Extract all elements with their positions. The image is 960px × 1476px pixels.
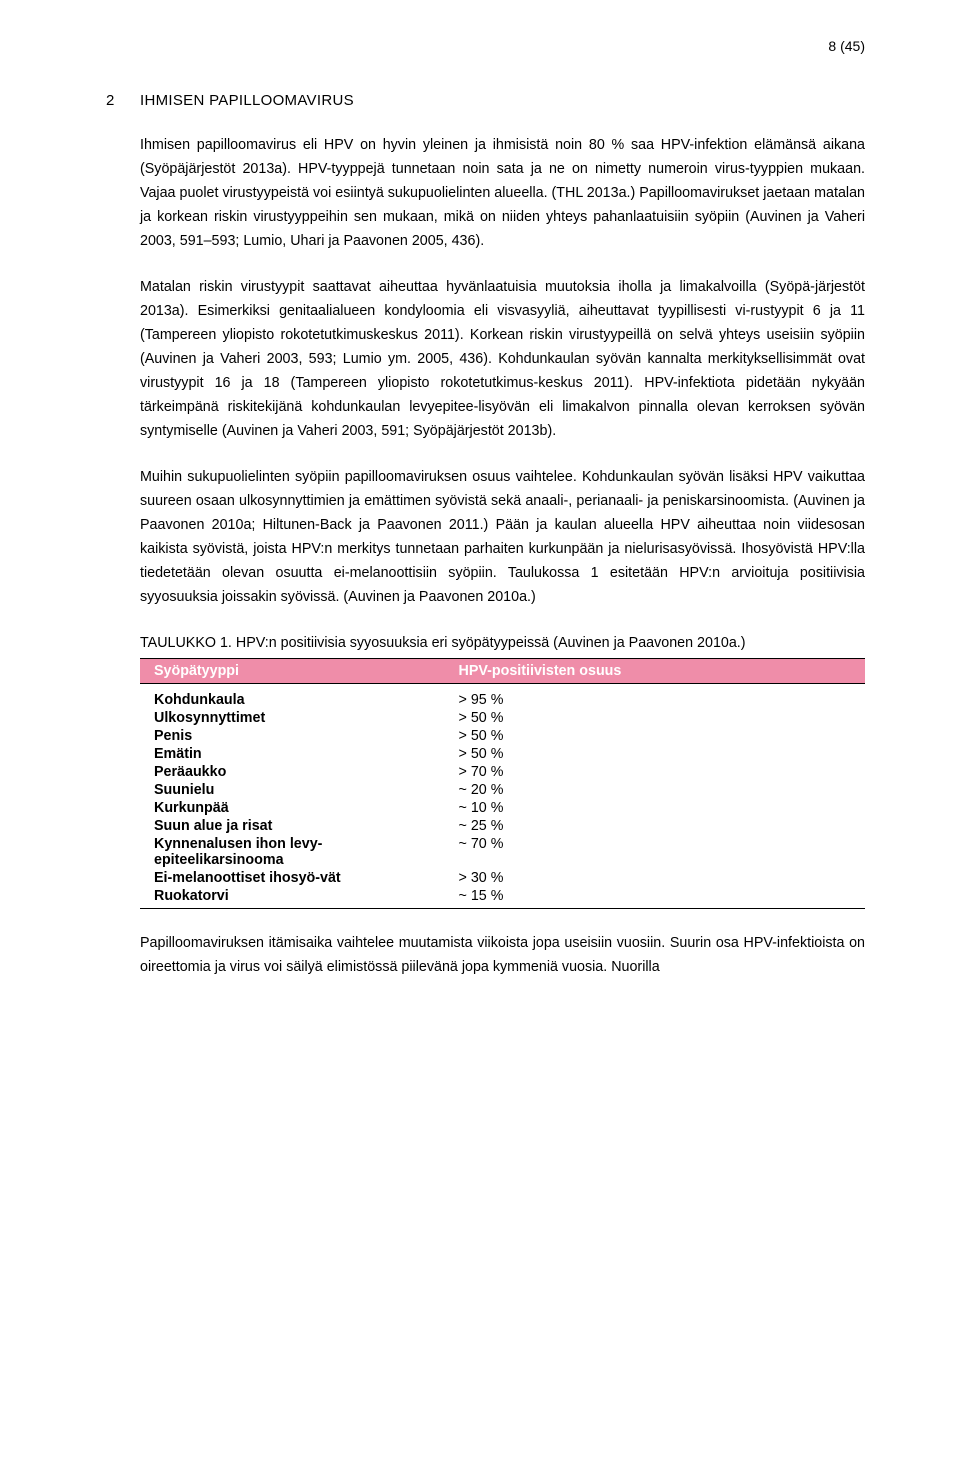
cell-label: Ruokatorvi xyxy=(140,887,445,909)
cell-label: Suun alue ja risat xyxy=(140,817,445,835)
table-row: Kurkunpää~ 10 % xyxy=(140,799,865,817)
cell-value: ~ 70 % xyxy=(445,835,866,869)
cell-label: Kohdunkaula xyxy=(140,684,445,710)
cell-label: Kurkunpää xyxy=(140,799,445,817)
table-header-share: HPV-positiivisten osuus xyxy=(445,659,866,684)
hpv-table: Syöpätyyppi HPV-positiivisten osuus Kohd… xyxy=(140,658,865,909)
cell-label: Peräaukko xyxy=(140,763,445,781)
section-title: IHMISEN PAPILLOOMAVIRUS xyxy=(140,92,354,109)
cell-value: ~ 15 % xyxy=(445,887,866,909)
page-number: 8 (45) xyxy=(828,38,865,54)
cell-value: ~ 20 % xyxy=(445,781,866,799)
table-row: Kynnenalusen ihon levy-epiteelikarsinoom… xyxy=(140,835,865,869)
page: 8 (45) 2 IHMISEN PAPILLOOMAVIRUS Ihmisen… xyxy=(0,0,960,1476)
table-row: Ei-melanoottiset ihosyö-vät> 30 % xyxy=(140,869,865,887)
cell-value: ~ 25 % xyxy=(445,817,866,835)
section-number: 2 xyxy=(106,92,140,109)
cell-value: > 50 % xyxy=(445,727,866,745)
paragraph-4: Papilloomaviruksen itämisaika vaihtelee … xyxy=(140,931,865,979)
table-row: Ulkosynnyttimet> 50 % xyxy=(140,709,865,727)
cell-value: > 70 % xyxy=(445,763,866,781)
table-row: Kohdunkaula> 95 % xyxy=(140,684,865,710)
cell-label: Ulkosynnyttimet xyxy=(140,709,445,727)
table-caption: TAULUKKO 1. HPV:n positiivisia syyosuuks… xyxy=(140,631,865,655)
cell-value: ~ 10 % xyxy=(445,799,866,817)
cell-label: Ei-melanoottiset ihosyö-vät xyxy=(140,869,445,887)
table-header-type: Syöpätyyppi xyxy=(140,659,445,684)
cell-label: Emätin xyxy=(140,745,445,763)
table-row: Peräaukko> 70 % xyxy=(140,763,865,781)
cell-label: Kynnenalusen ihon levy-epiteelikarsinoom… xyxy=(140,835,445,869)
table-row: Ruokatorvi~ 15 % xyxy=(140,887,865,909)
table-row: Suunielu~ 20 % xyxy=(140,781,865,799)
paragraph-3: Muihin sukupuolielinten syöpiin papilloo… xyxy=(140,465,865,609)
cell-value: > 50 % xyxy=(445,745,866,763)
cell-label: Suunielu xyxy=(140,781,445,799)
table-row: Suun alue ja risat~ 25 % xyxy=(140,817,865,835)
cell-value: > 30 % xyxy=(445,869,866,887)
cell-value: > 50 % xyxy=(445,709,866,727)
cell-label: Penis xyxy=(140,727,445,745)
table-row: Penis> 50 % xyxy=(140,727,865,745)
section-heading: 2 IHMISEN PAPILLOOMAVIRUS xyxy=(140,92,865,109)
cell-value: > 95 % xyxy=(445,684,866,710)
paragraph-1: Ihmisen papilloomavirus eli HPV on hyvin… xyxy=(140,133,865,253)
paragraph-2: Matalan riskin virustyypit saattavat aih… xyxy=(140,275,865,443)
table-row: Emätin> 50 % xyxy=(140,745,865,763)
